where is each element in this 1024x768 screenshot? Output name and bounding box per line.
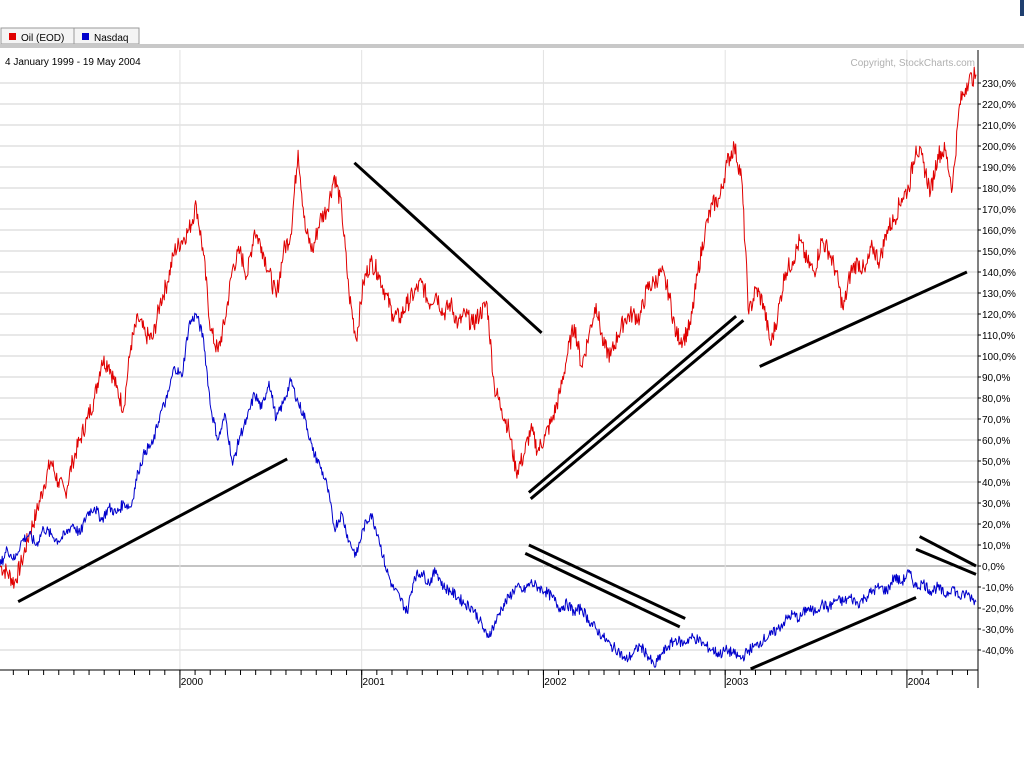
y-tick-label: 150,0%: [982, 247, 1016, 258]
date-range-label: 4 January 1999 - 19 May 2004: [5, 57, 141, 68]
x-tick-label: 2000: [181, 677, 204, 688]
y-tick-label: 80,0%: [982, 394, 1010, 405]
trendline: [915, 547, 977, 576]
trendlines: [17, 161, 977, 671]
trendline: [918, 535, 977, 568]
y-tick-label: 140,0%: [982, 268, 1016, 279]
x-tick-label: 2003: [726, 677, 749, 688]
y-tick-label: 160,0%: [982, 226, 1016, 237]
header-separator: [0, 44, 1024, 48]
nasdaq-legend-label: Nasdaq: [94, 33, 128, 44]
series: [0, 66, 977, 668]
trendline: [527, 314, 738, 494]
copyright-label: Copyright, StockCharts.com: [851, 58, 976, 69]
y-tick-label: 210,0%: [982, 121, 1016, 132]
y-tick-label: -30,0%: [982, 625, 1014, 636]
x-tick-label: 2001: [363, 677, 386, 688]
y-tick-label: 110,0%: [982, 331, 1015, 342]
corner-marker: [1020, 0, 1024, 16]
trendline: [750, 596, 917, 671]
y-tick-label: 10,0%: [982, 541, 1010, 552]
oil-legend-swatch: [9, 33, 16, 40]
y-tick-label: 220,0%: [982, 100, 1016, 111]
y-tick-label: 190,0%: [982, 163, 1016, 174]
y-tick-label: 60,0%: [982, 436, 1010, 447]
y-tick-label: 30,0%: [982, 499, 1010, 510]
trendline: [524, 552, 681, 629]
y-tick-label: -40,0%: [982, 646, 1014, 657]
y-axis: 230,0% 220,0% 210,0% 200,0% 190,0% 180,0% 170,…: [978, 79, 1016, 657]
y-tick-label: 170,0%: [982, 205, 1016, 216]
y-tick-label: 20,0%: [982, 520, 1010, 531]
trendline: [529, 319, 745, 500]
trendline: [528, 543, 686, 620]
y-tick-label: 50,0%: [982, 457, 1010, 468]
y-tick-label: 100,0%: [982, 352, 1016, 363]
y-tick-label: 90,0%: [982, 373, 1010, 384]
grid: [0, 50, 978, 670]
y-tick-label: 130,0%: [982, 289, 1016, 300]
y-tick-label: 0,0%: [982, 562, 1005, 573]
y-tick-label: 70,0%: [982, 415, 1010, 426]
y-tick-label: -10,0%: [982, 583, 1014, 594]
y-tick-label: 180,0%: [982, 184, 1016, 195]
y-tick-label: 120,0%: [982, 310, 1016, 321]
trendline: [17, 457, 288, 604]
y-tick-label: 40,0%: [982, 478, 1010, 489]
nasdaq-legend-swatch: [82, 33, 89, 40]
trendline: [353, 161, 543, 335]
trendline: [759, 270, 968, 368]
y-tick-label: 230,0%: [982, 79, 1016, 90]
y-tick-label: -20,0%: [982, 604, 1014, 615]
x-axis: 2000 2001 2002 2003 2004: [12, 670, 969, 688]
x-tick-label: 2002: [544, 677, 567, 688]
x-tick-label: 2004: [908, 677, 931, 688]
nasdaq-series-line: [0, 312, 977, 668]
oil-series-line: [0, 66, 977, 589]
oil-legend-label: Oil (EOD): [21, 33, 64, 44]
y-tick-label: 200,0%: [982, 142, 1016, 153]
